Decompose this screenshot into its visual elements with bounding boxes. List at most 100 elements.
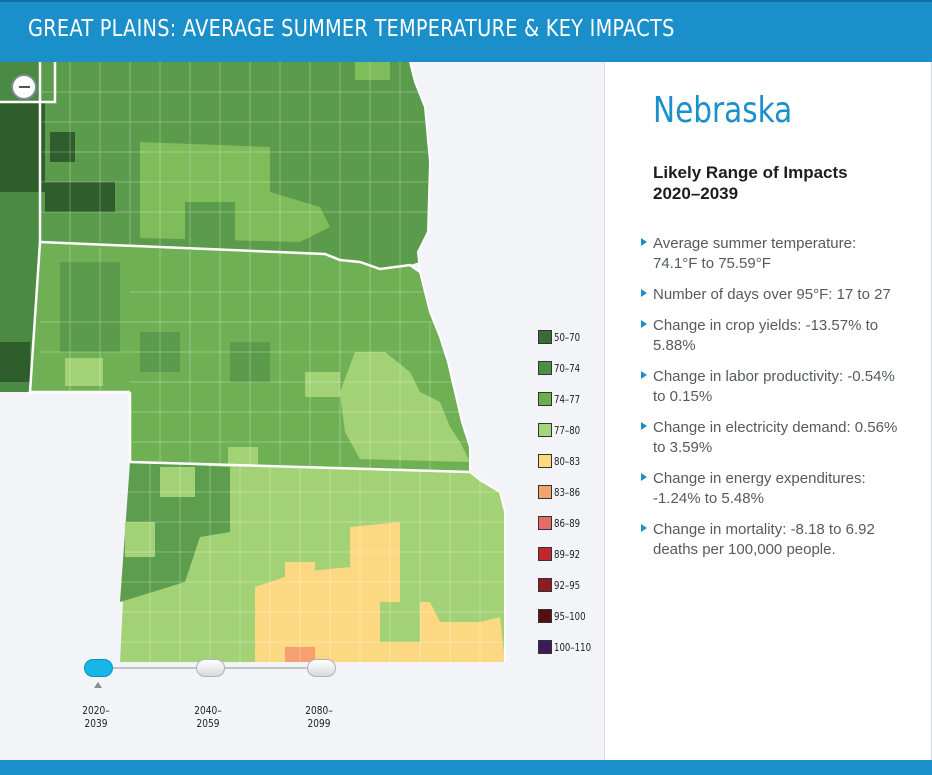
legend-swatch [538,547,552,561]
legend-label: 100–110 [554,640,592,654]
timeline-knob-2040[interactable] [196,659,225,677]
list-item: Change in energy expenditures: -1.24% to… [639,469,899,509]
region-patch [50,132,75,162]
header-bar: GREAT PLAINS: AVERAGE SUMMER TEMPERATURE… [0,0,932,62]
region-patch [125,522,155,557]
region-patch [140,332,180,372]
list-item: Number of days over 95°F: 17 to 27 [639,285,899,305]
region-patch [0,342,30,382]
legend-item: 74–77 [538,392,588,406]
legend-swatch [538,578,552,592]
timeline-label[interactable]: 2020–2039 [82,704,110,730]
bullet-arrow-icon [641,371,647,379]
legend-item: 100–110 [538,640,602,654]
legend-item: 86–89 [538,516,588,530]
legend-label: 92–95 [554,578,581,592]
impact-text: Change in electricity demand: 0.56% to 3… [653,419,898,456]
timeline-label[interactable]: 2080–2099 [305,704,333,730]
region-patch [285,562,315,602]
legend-item: 77–80 [538,423,588,437]
legend-label: 95–100 [554,609,586,623]
region-patch [185,202,235,242]
legend-item: 83–86 [538,485,588,499]
legend-swatch [538,392,552,406]
region-patch [0,102,45,192]
panel-divider [604,62,605,760]
legend-item: 89–92 [538,547,588,561]
bullet-arrow-icon [641,320,647,328]
minus-icon [18,85,30,89]
legend-swatch [538,454,552,468]
county-map[interactable] [0,62,604,760]
state-title: Nebraska [653,90,793,131]
timeline-slider[interactable]: 2020–2039 2040–2059 2080–2099 [0,652,604,732]
region-patch [65,358,103,386]
list-item: Change in mortality: -8.18 to 6.92 death… [639,520,899,560]
legend-item: 95–100 [538,609,595,623]
timeline-label[interactable]: 2040–2059 [194,704,222,730]
impact-text: Number of days over 95°F: 17 to 27 [653,286,891,303]
region-patch [340,352,470,462]
legend-swatch [538,485,552,499]
legend-swatch [538,361,552,375]
zoom-out-button[interactable] [11,74,37,100]
legend-swatch [538,516,552,530]
impacts-title-line: Likely Range of Impacts [653,163,848,182]
region-patch [305,372,340,397]
list-item: Change in labor productivity: -0.54% to … [639,367,899,407]
bullet-arrow-icon [641,289,647,297]
impact-text: Change in labor productivity: -0.54% to … [653,368,895,405]
bullet-arrow-icon [641,238,647,246]
impacts-title-line: 2020–2039 [653,184,739,203]
legend-label: 80–83 [554,454,581,468]
selected-caret-icon [94,682,102,688]
impacts-list: Average summer temperature: 74.1°F to 75… [639,234,899,571]
region-kansas-west [120,462,230,602]
legend-label: 89–92 [554,547,581,561]
bullet-arrow-icon [641,524,647,532]
region-patch [230,342,270,382]
region-patch [355,62,390,80]
list-item: Change in crop yields: -13.57% to 5.88% [639,316,899,356]
impacts-title: Likely Range of Impacts 2020–2039 [653,162,913,204]
legend-swatch [538,423,552,437]
region-patch [380,602,420,642]
legend-label: 77–80 [554,423,581,437]
legend-label: 70–74 [554,361,581,375]
page-title: GREAT PLAINS: AVERAGE SUMMER TEMPERATURE… [28,16,675,42]
footer-bar [0,760,932,775]
region-patch [45,182,115,212]
info-panel: Nebraska Likely Range of Impacts 2020–20… [605,62,931,760]
legend-item: 92–95 [538,578,588,592]
map-panel[interactable]: 50–70 70–74 74–77 77–80 80–83 83–86 86–8… [0,62,604,760]
legend-swatch [538,640,552,654]
legend-swatch [538,330,552,344]
list-item: Change in electricity demand: 0.56% to 3… [639,418,899,458]
bullet-arrow-icon [641,473,647,481]
list-item: Average summer temperature: 74.1°F to 75… [639,234,899,274]
timeline-knob-2020[interactable] [84,659,113,677]
legend-label: 50–70 [554,330,581,344]
impact-text: Average summer temperature: 74.1°F to 75… [653,235,857,272]
state-borders [0,62,471,474]
map-regions [0,62,505,662]
east-border [409,62,506,662]
county-grid [40,62,505,662]
impact-text: Change in energy expenditures: -1.24% to… [653,470,866,507]
legend-swatch [538,609,552,623]
impact-text: Change in crop yields: -13.57% to 5.88% [653,317,879,354]
region-patch [228,447,258,467]
legend-label: 83–86 [554,485,581,499]
timeline-knob-2080[interactable] [307,659,336,677]
legend-label: 74–77 [554,392,581,406]
region-patch [60,262,120,352]
legend-label: 86–89 [554,516,581,530]
impact-text: Change in mortality: -8.18 to 6.92 death… [653,521,875,558]
region-patch [160,467,195,497]
region-kansas-warm [255,522,505,662]
legend-item: 80–83 [538,454,588,468]
legend-item: 50–70 [538,330,588,344]
bullet-arrow-icon [641,422,647,430]
region-patch [285,647,315,662]
legend-item: 70–74 [538,361,588,375]
